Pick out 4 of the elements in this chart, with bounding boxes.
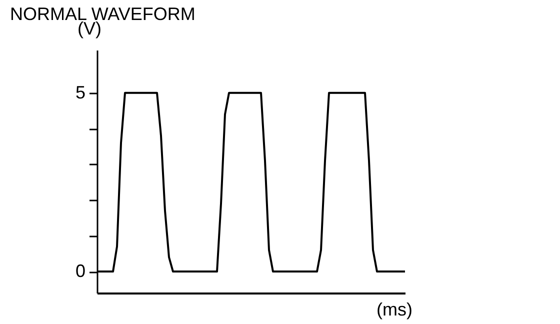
x-axis-title: (ms) — [376, 300, 412, 320]
y-axis-title: (V) — [78, 18, 102, 38]
y-tick-label: 0 — [75, 261, 86, 282]
y-tick-label: 5 — [75, 82, 86, 102]
